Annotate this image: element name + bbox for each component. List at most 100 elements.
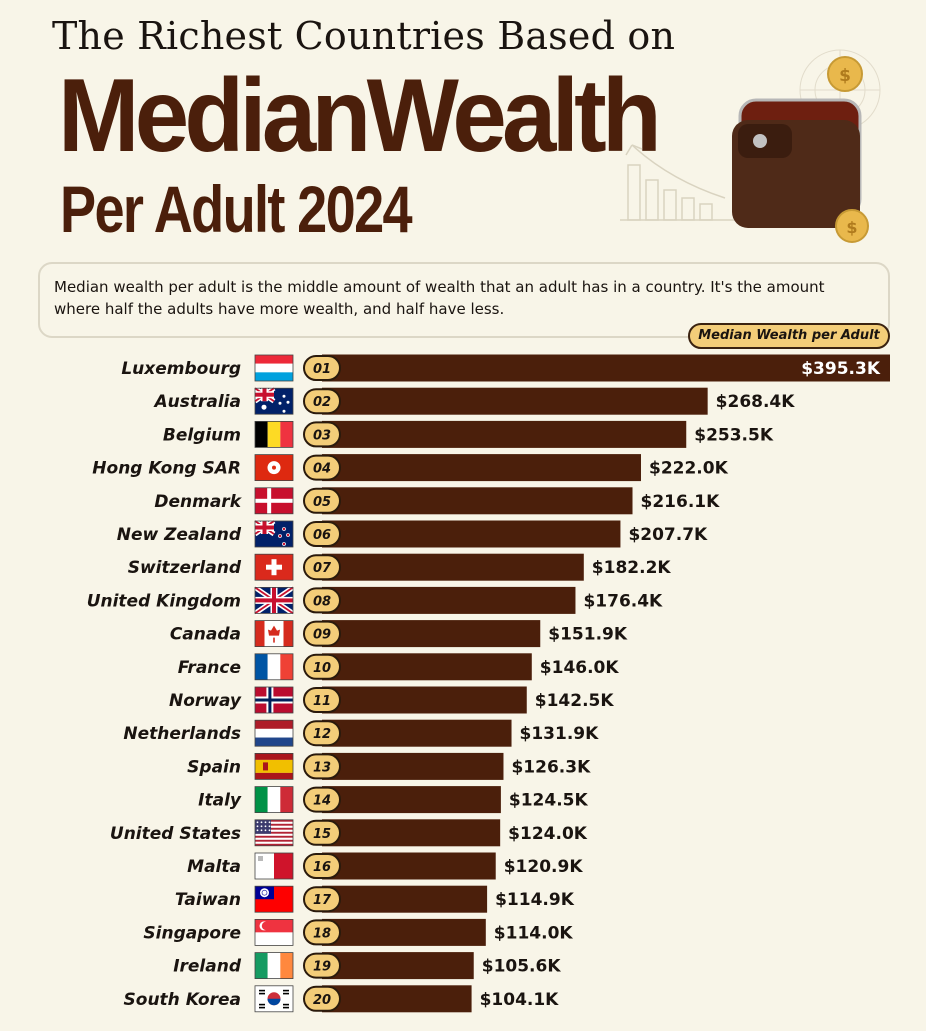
- bar-row: Switzerland 07 $182.2K: [128, 553, 672, 581]
- ireland-flag-icon: [254, 952, 294, 979]
- rank-label: 09: [313, 628, 331, 643]
- value-label: $146.0K: [540, 658, 620, 678]
- taiwan-flag-icon: [254, 885, 294, 913]
- country-label: Australia: [153, 392, 242, 412]
- value-label: $222.0K: [649, 459, 729, 479]
- value-label: $114.0K: [494, 923, 574, 943]
- rank-label: 20: [313, 993, 331, 1008]
- canada-flag-icon: [254, 620, 294, 647]
- rank-label: 06: [313, 528, 331, 543]
- country-label: Canada: [170, 625, 241, 645]
- united-kingdom-flag-icon: [253, 585, 295, 616]
- bar-row: Norway 11 $142.5K: [169, 686, 615, 714]
- spain-flag-icon: [254, 753, 294, 780]
- country-label: Hong Kong SAR: [92, 459, 241, 479]
- bar-row: Italy 14 $124.5K: [198, 786, 588, 814]
- rank-badge: [303, 653, 341, 680]
- hong-kong-flag-icon: [254, 454, 294, 482]
- bar-row: Ireland 19 $105.6K: [173, 952, 562, 980]
- bar: [322, 653, 532, 681]
- rank-label: 01: [313, 362, 331, 377]
- bar-row: Malta 16 $120.9K: [187, 852, 584, 880]
- australia-flag-icon: [253, 386, 294, 415]
- value-label: $142.5K: [535, 691, 615, 711]
- rank-label: 03: [313, 428, 331, 443]
- bar: [322, 553, 584, 581]
- value-label: $182.2K: [592, 558, 672, 578]
- bar: [322, 420, 687, 448]
- bar: [322, 819, 501, 847]
- description-text: Median wealth per adult is the middle am…: [54, 278, 825, 318]
- country-label: Ireland: [173, 957, 242, 977]
- wallet-icon: [732, 98, 862, 228]
- value-label: $131.9K: [520, 724, 600, 744]
- value-label: $105.6K: [482, 957, 562, 977]
- rank-badge: [303, 554, 341, 581]
- bar-row: Belgium 03 $253.5K: [163, 420, 774, 448]
- value-label: $151.9K: [548, 625, 628, 645]
- denmark-flag-icon: [254, 487, 294, 515]
- rank-badge: [303, 786, 341, 813]
- bar: [322, 752, 504, 780]
- wallet-illustration: $ $: [620, 49, 881, 243]
- rank-label: 05: [313, 495, 331, 510]
- netherlands-flag-icon: [254, 719, 294, 747]
- rank-label: 08: [313, 594, 331, 609]
- value-label: $176.4K: [583, 591, 663, 611]
- rank-badge: [303, 819, 341, 846]
- italy-flag-icon: [254, 786, 294, 813]
- country-label: Denmark: [154, 492, 242, 512]
- norway-flag-icon: [254, 686, 294, 714]
- bar: [322, 686, 527, 714]
- rank-badge: [303, 886, 341, 913]
- rank-badge: [303, 687, 341, 713]
- south-korea-flag-icon: [254, 985, 294, 1013]
- value-label: $253.5K: [694, 425, 774, 445]
- france-flag-icon: [254, 653, 294, 681]
- country-label: Taiwan: [175, 890, 241, 910]
- country-label: Norway: [169, 691, 242, 711]
- rank-badge: [303, 919, 341, 946]
- bar-row: Denmark 05 $216.1K: [154, 487, 720, 515]
- rank-badge: [303, 587, 341, 614]
- rank-label: 04: [313, 462, 331, 477]
- bar: [322, 487, 633, 515]
- rank-badge: [303, 753, 341, 780]
- bar: [322, 885, 488, 913]
- rank-label: 11: [313, 694, 331, 709]
- country-label: France: [178, 658, 241, 678]
- rank-badge: [303, 620, 341, 647]
- svg-text:$: $: [839, 66, 851, 86]
- rank-label: 12: [313, 727, 331, 742]
- country-label: Spain: [187, 757, 241, 777]
- page-title-line3: Per Adult 2024: [60, 172, 413, 246]
- country-label: Singapore: [143, 923, 241, 943]
- value-label: $114.9K: [495, 890, 575, 910]
- value-label: $395.3K: [801, 359, 881, 379]
- page-title-line1: The Richest Countries Based on: [52, 14, 676, 58]
- value-label: $120.9K: [504, 857, 584, 877]
- rank-badge: [303, 853, 341, 879]
- bar: [322, 354, 890, 382]
- country-label: Switzerland: [128, 558, 242, 578]
- bar: [322, 852, 496, 880]
- bar-row: United States 15 $124.0K: [110, 819, 588, 847]
- rank-badge: [303, 487, 341, 514]
- rank-label: 10: [313, 661, 331, 676]
- bar-row: Hong Kong SAR 04 $222.0K: [92, 454, 729, 482]
- country-label: Luxembourg: [121, 359, 241, 379]
- rank-label: 17: [313, 893, 332, 908]
- bar: [322, 387, 708, 415]
- bar-row: Netherlands 12 $131.9K: [123, 719, 600, 747]
- country-label: Italy: [198, 791, 242, 811]
- bar: [322, 786, 501, 814]
- new-zealand-flag-icon: [253, 518, 294, 548]
- legend-pill: Median Wealth per Adult: [688, 323, 890, 349]
- bar: [322, 985, 472, 1013]
- bar: [322, 620, 541, 648]
- bar-row: France 10 $146.0K: [178, 653, 620, 681]
- country-label: United States: [110, 824, 241, 844]
- bar: [322, 586, 576, 614]
- bar: [322, 918, 486, 946]
